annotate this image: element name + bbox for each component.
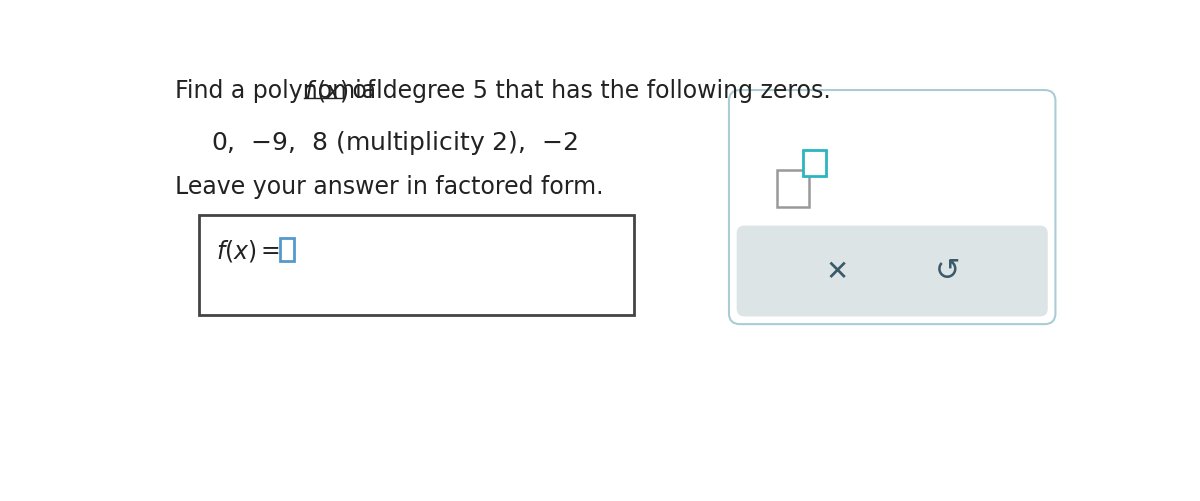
FancyBboxPatch shape <box>728 91 1056 325</box>
Text: $f(x)$: $f(x)$ <box>216 237 257 264</box>
Bar <box>803 151 826 177</box>
FancyBboxPatch shape <box>737 226 1048 317</box>
Text: Leave your answer in factored form.: Leave your answer in factored form. <box>174 175 604 199</box>
Text: of degree 5 that has the following zeros.: of degree 5 that has the following zeros… <box>344 79 830 103</box>
Text: ↺: ↺ <box>935 257 960 286</box>
Text: =: = <box>260 238 281 263</box>
Bar <box>199 215 635 315</box>
Bar <box>776 171 809 208</box>
Text: 0,  $-$9,  8 (multiplicity 2),  $-$2: 0, $-$9, 8 (multiplicity 2), $-$2 <box>211 128 577 156</box>
Text: Find a polynomial: Find a polynomial <box>174 79 390 103</box>
Text: $f\/(x)$: $f\/(x)$ <box>304 78 348 104</box>
Text: ✕: ✕ <box>826 258 848 286</box>
Bar <box>280 239 294 262</box>
